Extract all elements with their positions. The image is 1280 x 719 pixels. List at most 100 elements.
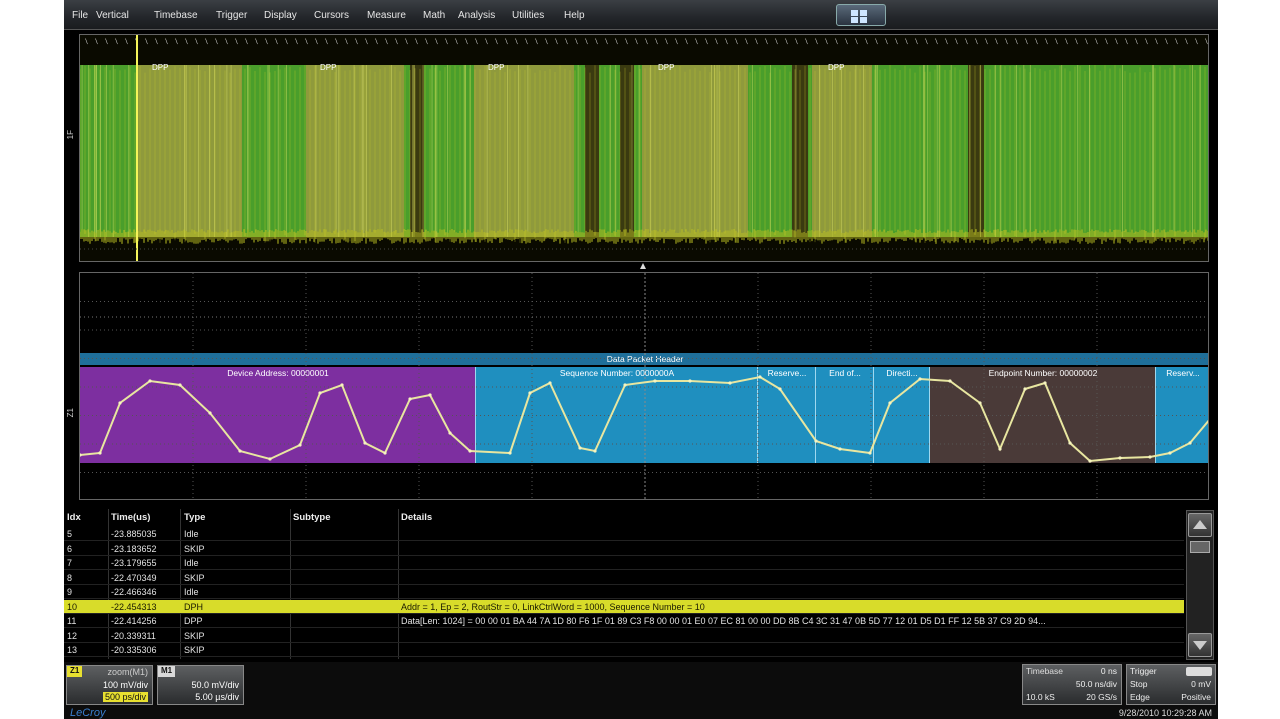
menu-file[interactable]: File (72, 10, 89, 21)
svg-text:—: — (382, 38, 390, 46)
svg-text:—: — (422, 38, 430, 46)
col-header-time[interactable]: Time(us) (111, 512, 151, 523)
svg-text:—: — (152, 38, 160, 46)
svg-text:—: — (772, 38, 780, 46)
cell-idx: 5 (67, 529, 73, 539)
svg-text:—: — (1092, 38, 1100, 46)
table-row[interactable]: 8 -22.470349 SKIP (64, 571, 1184, 585)
menu-math[interactable]: Math (423, 10, 446, 21)
svg-text:—: — (982, 38, 990, 46)
svg-text:—: — (862, 38, 870, 46)
cell-idx: 11 (67, 616, 77, 626)
col-header-subtype[interactable]: Subtype (293, 512, 331, 523)
dpp-label: DPP (488, 63, 505, 72)
table-row[interactable]: 13 -20.335306 SKIP (64, 643, 1184, 657)
table-row[interactable]: 12 -20.339311 SKIP (64, 629, 1184, 643)
menu-cursors[interactable]: Cursors (314, 10, 350, 21)
svg-text:—: — (852, 38, 860, 46)
menu-utilities[interactable]: Utilities (512, 10, 545, 21)
timebase-descriptor[interactable]: Timebase 0 ns 50.0 ns/div 10.0 kS 20 GS/… (1022, 664, 1122, 705)
svg-text:—: — (412, 38, 420, 46)
cell-idx: 13 (67, 645, 78, 655)
decode-segment-label: Reserve... (767, 368, 807, 378)
svg-text:—: — (632, 38, 640, 46)
window-layout-icon[interactable] (836, 4, 886, 26)
decode-trace-grid[interactable]: Data Packet Header Device Address: 00000… (79, 272, 1209, 500)
top-trace-waveform: — — — — — — — — — — — — — — — — — — — — — — — — — — — — — — — — — — — — — — — —… (80, 35, 1209, 261)
cell-time: -22.414256 (111, 616, 157, 626)
menu-display[interactable]: Display (264, 10, 297, 21)
col-header-type[interactable]: Type (184, 512, 206, 523)
table-row[interactable]: 9 -22.466346 Idle (64, 585, 1184, 599)
svg-text:—: — (602, 38, 610, 46)
cell-type: SKIP (184, 543, 205, 554)
svg-text:—: — (82, 38, 90, 46)
svg-text:—: — (442, 38, 450, 46)
svg-text:—: — (612, 38, 620, 46)
cell-idx: 9 (67, 587, 73, 597)
timebase-title: Timebase (1026, 666, 1064, 676)
datetime: 9/28/2010 10:29:28 AM (1118, 708, 1212, 718)
menu-analysis[interactable]: Analysis (458, 10, 496, 21)
cell-type: Idle (184, 529, 199, 539)
svg-text:—: — (642, 38, 650, 46)
cell-idx: 12 (67, 630, 78, 641)
svg-text:—: — (532, 38, 540, 46)
top-trace-grid[interactable]: — — — — — — — — — — — — — — — — — — — — — — — — — — — — — — — — — — — — — — — —… (79, 34, 1209, 262)
trigger-level: 0 mV (1191, 679, 1211, 689)
svg-text:—: — (92, 38, 100, 46)
z1-descriptor[interactable]: Z1 zoom(M1) 100 mV/div 500 ps/div (66, 665, 153, 705)
svg-text:—: — (492, 38, 500, 46)
svg-text:—: — (232, 38, 240, 46)
svg-text:—: — (432, 38, 440, 46)
table-row[interactable]: 6 -23.183652 SKIP (64, 542, 1184, 556)
svg-text:—: — (1012, 38, 1020, 46)
scroll-thumb[interactable] (1190, 541, 1210, 553)
svg-text:—: — (652, 38, 660, 46)
decode-segment[interactable]: Reserve... (758, 367, 816, 463)
svg-text:—: — (512, 38, 520, 46)
table-scrollbar[interactable] (1186, 510, 1214, 660)
col-header-idx[interactable]: Idx (67, 512, 81, 523)
svg-text:—: — (522, 38, 530, 46)
svg-text:—: — (812, 38, 820, 46)
svg-text:—: — (722, 38, 730, 46)
svg-text:—: — (1202, 38, 1209, 46)
table-row[interactable]: 5 -23.885035 Idle (64, 527, 1184, 541)
menu-vertical[interactable]: Vertical (96, 10, 129, 21)
menu-measure[interactable]: Measure (367, 10, 406, 21)
svg-text:—: — (132, 38, 140, 46)
svg-text:—: — (502, 38, 510, 46)
svg-text:—: — (1042, 38, 1050, 46)
timebase-tdiv: 50.0 ns/div (1075, 679, 1117, 689)
svg-text:—: — (972, 38, 980, 46)
top-channel-label: 1F (66, 130, 75, 140)
cell-time: -23.885035 (111, 529, 157, 539)
menu-help[interactable]: Help (564, 10, 585, 21)
col-header-details[interactable]: Details (401, 512, 433, 523)
z1-vdiv: 100 mV/div (102, 680, 148, 690)
decode-channel-label: Z1 (66, 408, 75, 418)
svg-text:—: — (182, 38, 190, 46)
trigger-badge (1186, 667, 1212, 676)
cell-details: Addr = 1, Ep = 2, RoutStr = 0, LinkCtrlW… (401, 601, 705, 612)
menu-trigger[interactable]: Trigger (216, 10, 248, 21)
scroll-up-button[interactable] (1188, 513, 1212, 537)
svg-text:—: — (922, 38, 930, 46)
svg-text:—: — (552, 38, 560, 46)
svg-text:—: — (122, 38, 130, 46)
table-row[interactable]: 10 -22.454313 DPH Addr = 1, Ep = 2, RoutStr… (64, 599, 1184, 614)
svg-text:—: — (822, 38, 830, 46)
scroll-down-button[interactable] (1188, 633, 1212, 657)
table-row[interactable]: 7 -23.179655 Idle (64, 556, 1184, 570)
svg-text:—: — (792, 38, 800, 46)
svg-text:—: — (242, 38, 250, 46)
cell-type: Idle (184, 587, 199, 597)
status-bar: Z1 zoom(M1) 100 mV/div 500 ps/div M1 50.… (64, 662, 1218, 719)
m1-descriptor[interactable]: M1 50.0 mV/div 5.00 µs/div (157, 665, 244, 705)
svg-text:—: — (572, 38, 580, 46)
trigger-descriptor[interactable]: Trigger Stop 0 mV Edge Positive (1126, 664, 1216, 705)
table-row[interactable]: 11 -22.414256 DPP Data[Len: 1024] = 00 00 0… (64, 614, 1184, 628)
menu-timebase[interactable]: Timebase (154, 10, 198, 21)
cell-idx: 10 (67, 601, 78, 612)
